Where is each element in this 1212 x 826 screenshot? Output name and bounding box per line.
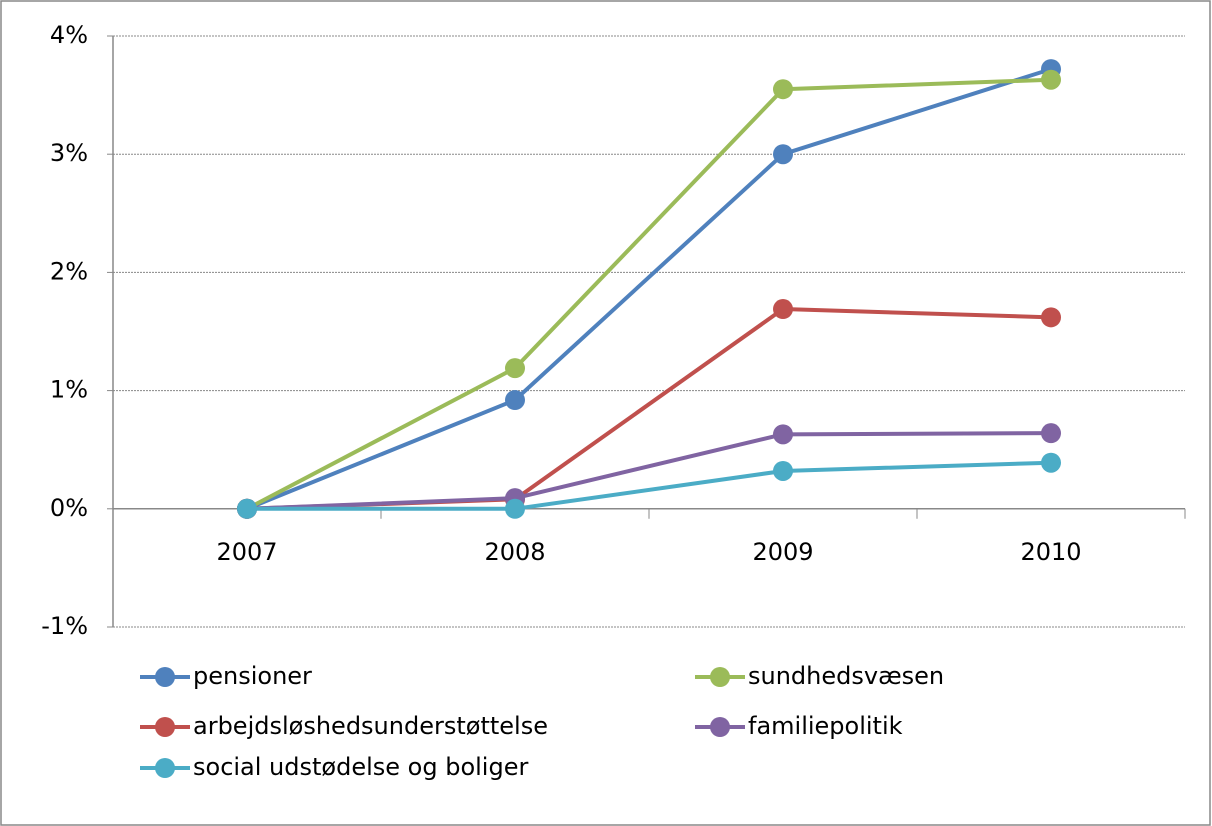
point — [773, 79, 793, 100]
point — [505, 390, 525, 411]
x-tick-label: 2008 — [484, 538, 545, 566]
x-tick-label: 2007 — [216, 538, 277, 566]
point — [1041, 452, 1061, 473]
y-tick-label: 1% — [50, 376, 88, 404]
point — [237, 498, 257, 519]
legend-label: familiepolitik — [748, 712, 903, 740]
legend-label: sundhedsvæsen — [748, 662, 944, 690]
y-tick-label: 0% — [50, 494, 88, 522]
legend-label: pensioner — [193, 662, 312, 690]
legend-marker — [155, 667, 175, 687]
point — [505, 498, 525, 519]
series-line — [247, 460, 1052, 511]
y-tick-label: 4% — [50, 21, 88, 49]
x-tick-label: 2010 — [1020, 538, 1081, 566]
legend-marker — [155, 717, 175, 737]
legend-label: social udstødelse og boliger — [193, 753, 528, 781]
legend-marker — [710, 717, 730, 737]
point — [773, 424, 793, 445]
point — [773, 144, 793, 165]
legend-marker — [155, 758, 175, 778]
point — [505, 358, 525, 379]
y-tick-label: -1% — [41, 612, 88, 640]
y-tick-label: 2% — [50, 257, 88, 285]
point — [1041, 307, 1061, 328]
y-tick-label: 3% — [50, 139, 88, 167]
legend-marker — [710, 667, 730, 687]
series-line — [246, 431, 1052, 511]
point — [773, 299, 793, 320]
x-tick-label: 2009 — [752, 538, 813, 566]
point — [1041, 69, 1061, 90]
legend-label: arbejdsløshedsunderstøttelse — [193, 712, 548, 740]
series-line — [246, 67, 1052, 511]
series-line — [246, 77, 1052, 511]
point — [1041, 423, 1061, 444]
point — [773, 460, 793, 481]
